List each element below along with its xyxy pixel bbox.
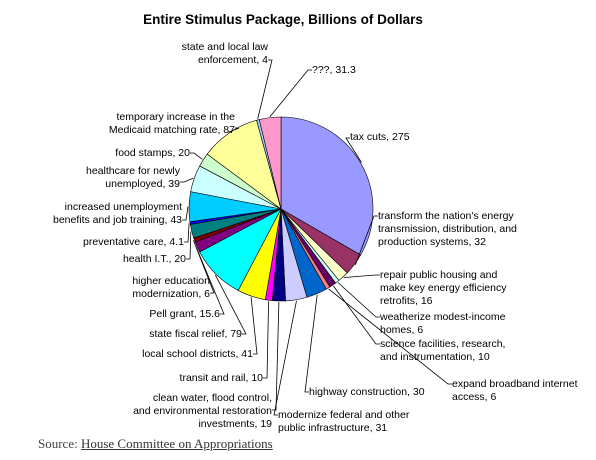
slice-label: repair public housing and make key energy… <box>380 269 507 307</box>
slice-label: ???, 31.3 <box>312 64 356 76</box>
leader-line <box>214 274 247 335</box>
slice-label: expand broadband internet access, 6 <box>452 378 578 403</box>
slice-label: clean water, flood control, and environme… <box>133 392 272 430</box>
leader-line <box>272 301 280 411</box>
chart-title: Entire Stimulus Package, Billions of Dol… <box>143 12 423 27</box>
slice-label: transit and rail, 10 <box>180 372 264 384</box>
leader-line <box>195 247 225 315</box>
leader-line <box>193 240 215 294</box>
leader-line <box>332 285 380 345</box>
leader-line <box>269 69 312 117</box>
leader-line <box>184 223 190 243</box>
slice-labels: tax cuts, 275 transform the nation's ener… <box>53 41 578 434</box>
slice-label: tax cuts, 275 <box>350 131 410 143</box>
slice-label: state and local law enforcement, 4 <box>182 41 269 66</box>
leader-line <box>186 231 192 260</box>
leader-line <box>354 215 378 266</box>
source-prefix: Source: <box>38 436 81 451</box>
leader-line <box>228 127 240 133</box>
slice-label: weatherize modest-income homes, 6 <box>379 311 506 336</box>
leader-line <box>328 288 452 385</box>
leader-lines <box>180 59 452 416</box>
slice-label: healthcare for newly unemployed, 39 <box>86 165 181 190</box>
leader-line <box>345 137 362 163</box>
slice-label: transform the nation's energy transmissio… <box>378 210 517 248</box>
slice-label: local school districts, 41 <box>142 348 253 360</box>
leader-line <box>263 301 269 379</box>
slice-label: modernize federal and other public infras… <box>278 409 410 434</box>
pie-slices <box>188 116 374 302</box>
pie-slice <box>258 116 282 210</box>
slice-label: increased unemployment benefits and job t… <box>53 201 182 226</box>
slice-label: temporary increase in the Medicaid matchi… <box>109 111 235 136</box>
slice-label: science facilities, research, and instrum… <box>380 338 505 363</box>
leader-line <box>304 294 318 393</box>
source-note: Source: House Committee on Appropriation… <box>38 436 273 452</box>
source-link[interactable]: House Committee on Appropriations <box>80 436 273 451</box>
leader-line <box>182 206 189 221</box>
pie-slice <box>280 116 374 256</box>
leader-line <box>250 297 258 355</box>
leader-line <box>343 274 380 278</box>
leader-line <box>180 177 194 183</box>
slice-label: highway construction, 30 <box>309 386 425 398</box>
slice-label: state fiscal relief, 79 <box>149 328 242 340</box>
leader-line <box>273 300 297 416</box>
slice-label: Pell grant, 15.6 <box>149 308 220 320</box>
slice-label: health I.T., 20 <box>123 253 186 265</box>
leader-line <box>190 152 203 160</box>
slice-label: higher education modernization, 6 <box>132 275 210 300</box>
slice-label: preventative care, 4.1 <box>83 236 184 248</box>
leader-line <box>257 59 273 120</box>
slice-label: food stamps, 20 <box>115 147 190 159</box>
leader-line <box>337 282 380 318</box>
